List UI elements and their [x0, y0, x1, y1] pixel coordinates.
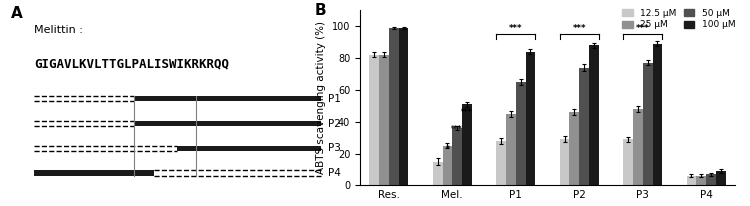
Bar	[686, 176, 696, 185]
Bar	[579, 68, 589, 185]
Bar	[526, 52, 536, 185]
Text: A: A	[10, 6, 22, 21]
FancyBboxPatch shape	[134, 96, 321, 101]
Bar	[369, 55, 379, 185]
Bar	[633, 109, 643, 185]
Bar	[623, 139, 633, 185]
Text: ***: ***	[572, 24, 586, 33]
Bar	[589, 45, 598, 185]
Bar	[399, 28, 409, 185]
Bar	[506, 114, 516, 185]
Bar	[706, 174, 716, 185]
Bar	[496, 141, 506, 185]
Bar	[433, 162, 442, 185]
Bar	[388, 28, 399, 185]
Bar	[652, 44, 662, 185]
Text: P1: P1	[328, 94, 340, 104]
Bar	[716, 171, 726, 185]
FancyBboxPatch shape	[134, 121, 321, 126]
Bar	[516, 82, 526, 185]
Bar	[643, 63, 652, 185]
Text: P2: P2	[328, 119, 340, 129]
FancyBboxPatch shape	[34, 171, 154, 176]
Bar	[452, 128, 462, 185]
Text: Melittin :: Melittin :	[34, 25, 82, 35]
Y-axis label: ABTS scavenging activity (%): ABTS scavenging activity (%)	[316, 21, 326, 174]
Text: GIGAVLKVLTTGLPALISWIKRKRQQ: GIGAVLKVLTTGLPALISWIKRKRQQ	[34, 58, 229, 71]
Bar	[560, 139, 569, 185]
Text: P3: P3	[328, 143, 340, 153]
Bar	[379, 55, 388, 185]
Text: B: B	[315, 3, 327, 18]
Text: ***: ***	[636, 24, 650, 33]
Text: ***: ***	[461, 108, 472, 117]
Text: ***: ***	[452, 125, 463, 135]
FancyBboxPatch shape	[178, 146, 321, 151]
Legend: 12.5 μM, 25 μM, 50 μM, 100 μM: 12.5 μM, 25 μM, 50 μM, 100 μM	[620, 6, 738, 32]
Text: P4: P4	[328, 168, 340, 178]
Text: ***: ***	[509, 24, 523, 33]
Bar	[442, 146, 452, 185]
Bar	[696, 176, 706, 185]
Bar	[462, 104, 472, 185]
Text: *: *	[446, 145, 449, 153]
Bar	[569, 112, 579, 185]
